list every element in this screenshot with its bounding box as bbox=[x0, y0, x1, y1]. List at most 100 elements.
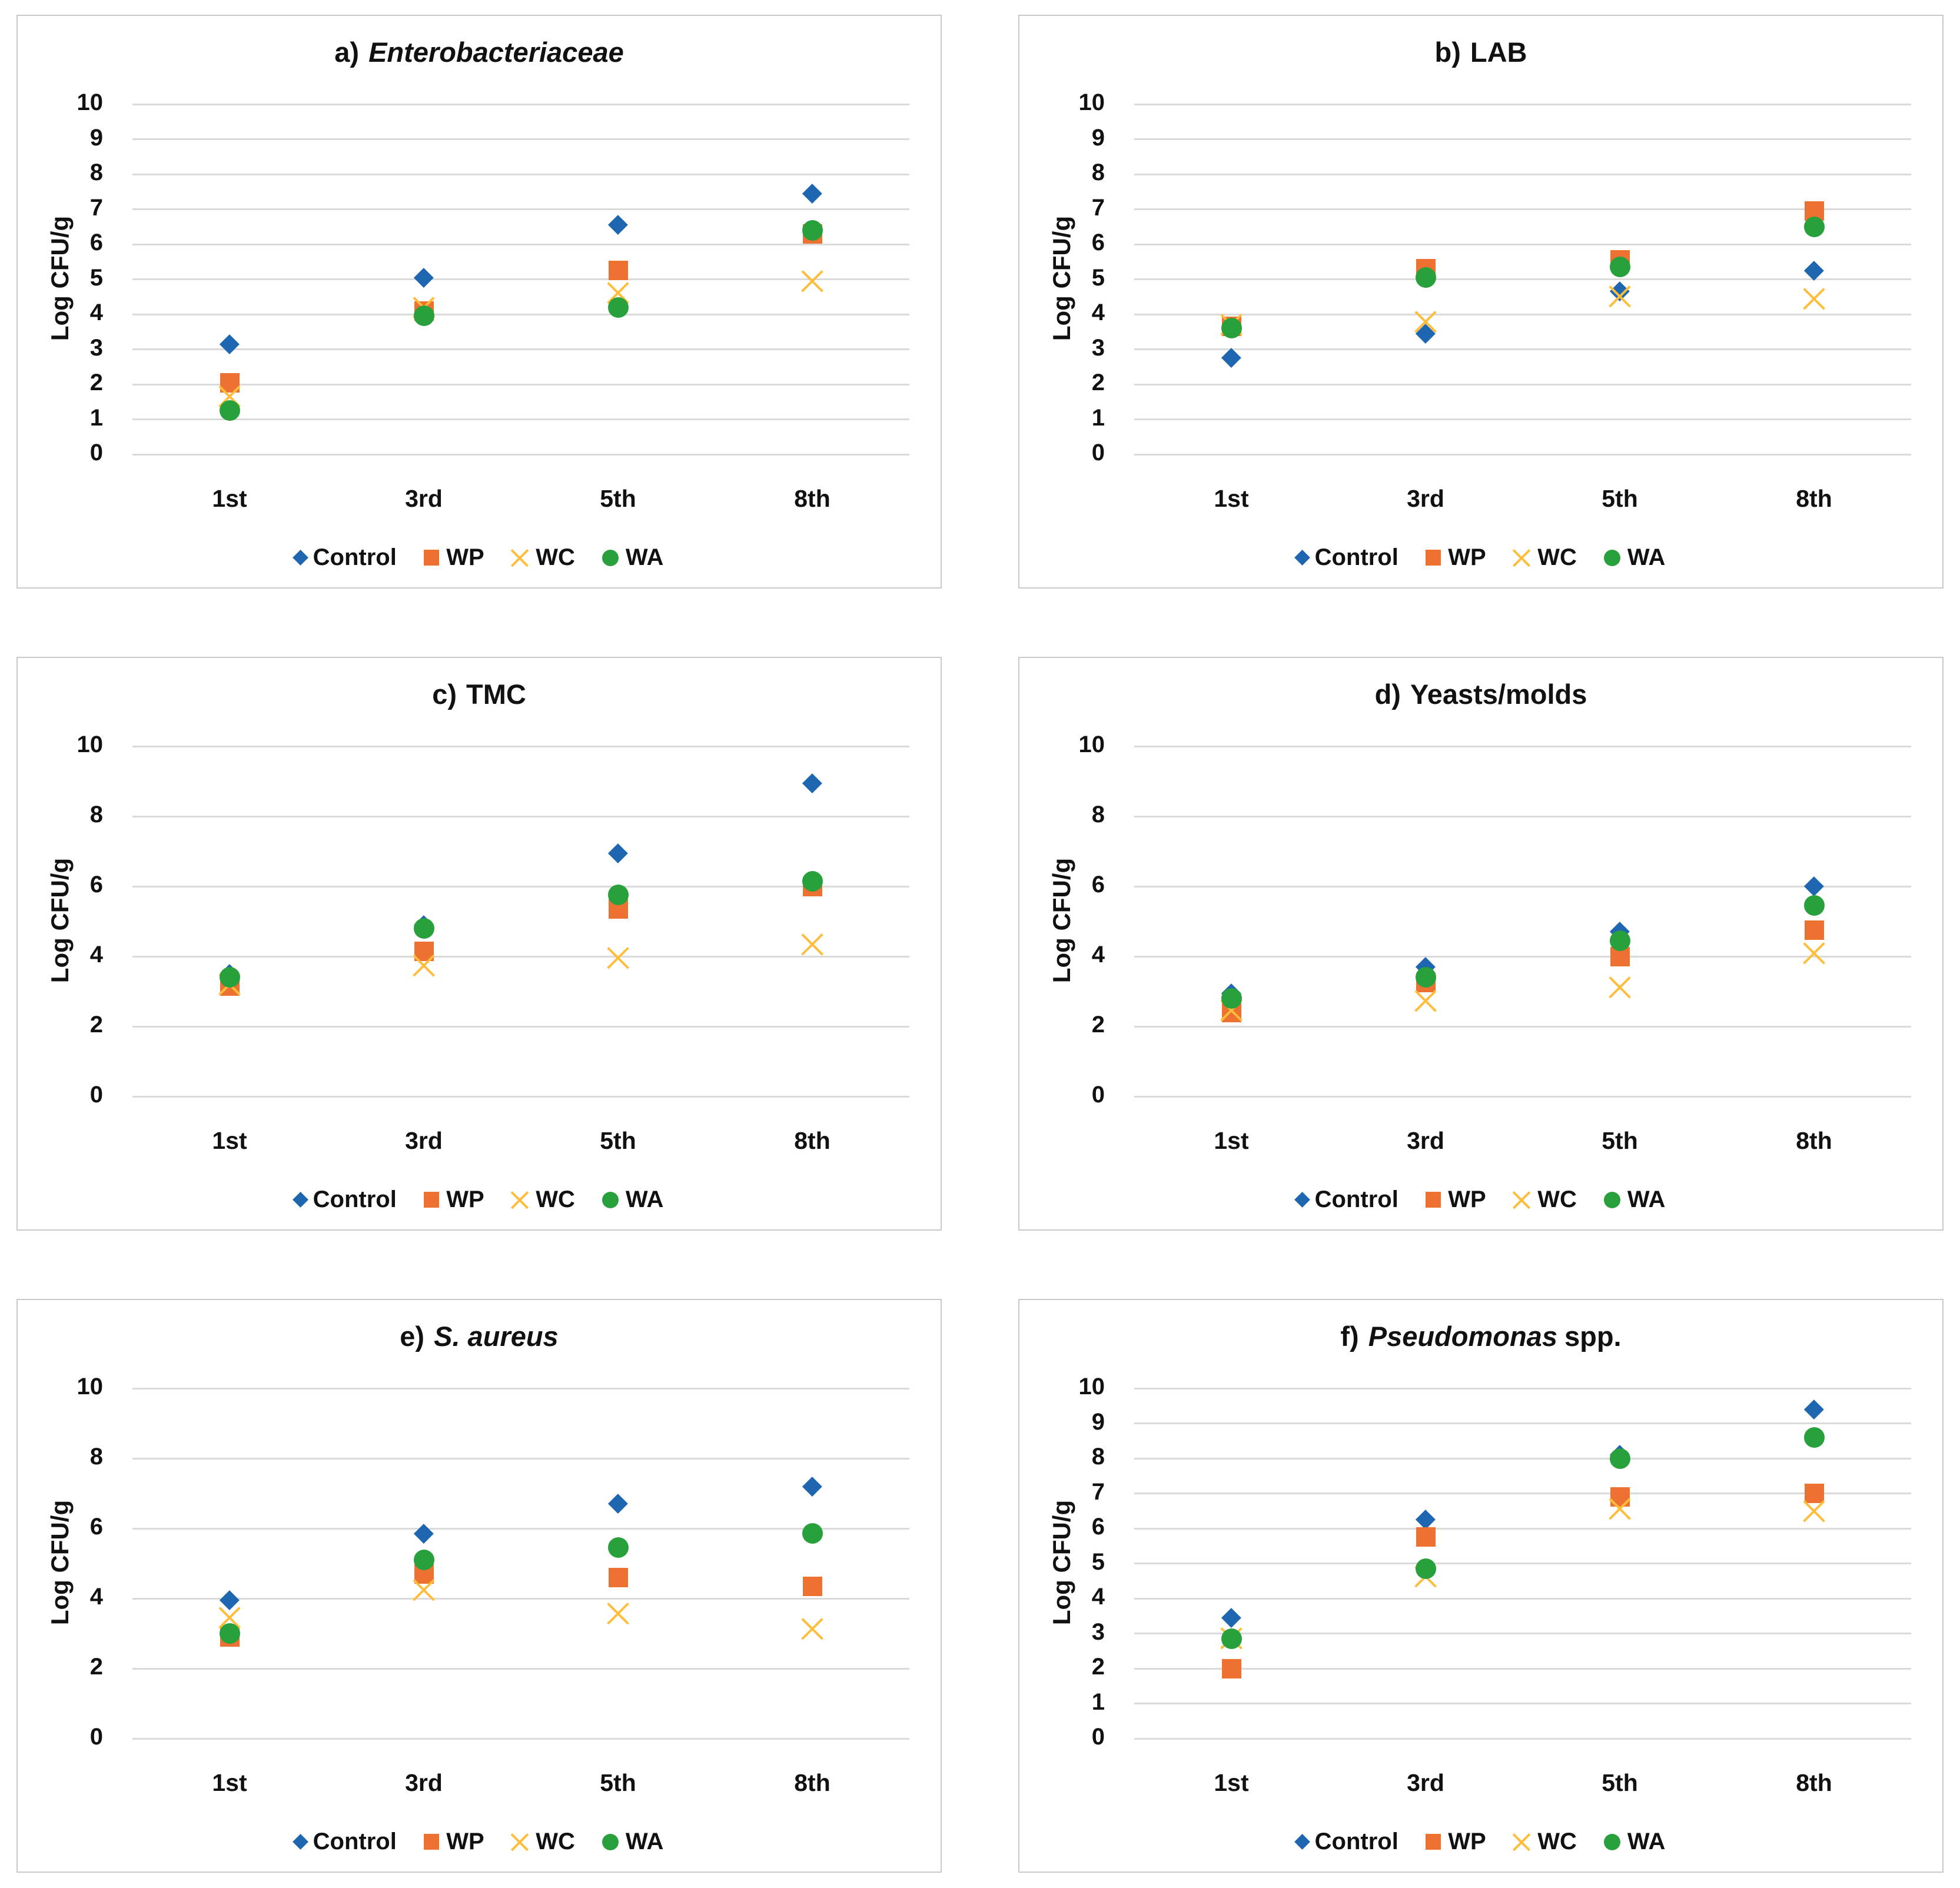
gridline bbox=[132, 885, 909, 888]
gridline bbox=[1134, 243, 1911, 245]
legend-label: WP bbox=[446, 544, 484, 570]
data-point-control-5th bbox=[608, 843, 628, 863]
gridline bbox=[132, 1737, 909, 1740]
panel-title-text: Enterobacteriaceae bbox=[368, 36, 624, 68]
y-tick-label: 0 bbox=[89, 1082, 103, 1108]
y-axis-title: Log CFU/g bbox=[46, 215, 74, 341]
panel-e-s-aureus: e) S. aureus 0 2 4 6 8 10 Log CFU/g 1st 3rd 5th 8th… bbox=[16, 1299, 942, 1873]
legend-marker-square-icon bbox=[1425, 550, 1441, 566]
y-tick-label: 1 bbox=[89, 404, 103, 431]
legend-marker-x-icon bbox=[511, 549, 529, 567]
gridline bbox=[1134, 885, 1911, 888]
gridline bbox=[1134, 1667, 1911, 1670]
gridline bbox=[132, 453, 909, 456]
panel-title: e) S. aureus bbox=[18, 1320, 941, 1352]
gridline bbox=[132, 1387, 909, 1390]
data-point-control-8th bbox=[802, 1476, 822, 1497]
legend-marker-diamond-icon bbox=[1294, 1834, 1310, 1850]
y-tick-label: 0 bbox=[1091, 1724, 1105, 1750]
legend-item-control: Control bbox=[1294, 1829, 1398, 1855]
panel-letter: f) bbox=[1340, 1321, 1359, 1352]
legend-label: Control bbox=[313, 1829, 397, 1854]
x-tick-label: 5th bbox=[600, 1769, 636, 1796]
y-tick-label: 7 bbox=[1091, 1478, 1105, 1505]
legend-label: WA bbox=[625, 1829, 664, 1854]
legend-label: WC bbox=[1537, 544, 1577, 570]
legend-item-wc: WC bbox=[1513, 1829, 1577, 1855]
data-point-wa-3rd bbox=[1415, 1558, 1436, 1579]
gridline bbox=[132, 1095, 909, 1098]
y-tick-label: 8 bbox=[89, 159, 103, 185]
gridline bbox=[132, 418, 909, 420]
gridline bbox=[1134, 1095, 1911, 1098]
y-tick-label: 1 bbox=[1091, 404, 1105, 431]
gridline bbox=[132, 173, 909, 175]
gridline bbox=[132, 138, 909, 140]
y-tick-label: 5 bbox=[89, 264, 103, 291]
y-tick-label: 8 bbox=[1091, 159, 1105, 185]
panel-title-text: Yeasts/molds bbox=[1410, 679, 1587, 710]
y-tick-label: 10 bbox=[77, 732, 104, 757]
data-point-wc-5th bbox=[607, 1603, 629, 1626]
data-point-control-5th bbox=[608, 215, 628, 235]
data-point-wp-3rd bbox=[1416, 1527, 1436, 1547]
y-tick-label: 8 bbox=[1091, 1444, 1105, 1470]
data-point-wp-8th bbox=[1804, 1484, 1824, 1503]
panel-letter: a) bbox=[334, 36, 360, 68]
data-point-wa-3rd bbox=[1415, 267, 1436, 288]
gridline bbox=[132, 103, 909, 105]
data-point-wa-8th bbox=[1803, 895, 1825, 916]
legend-label: WP bbox=[1448, 1186, 1486, 1212]
y-tick-label: 8 bbox=[89, 802, 103, 827]
x-tick-label: 3rd bbox=[405, 1769, 443, 1796]
data-point-wa-3rd bbox=[1415, 967, 1436, 988]
x-tick-label: 5th bbox=[600, 1127, 636, 1154]
data-point-control-1st bbox=[1221, 1607, 1241, 1628]
gridline bbox=[1134, 313, 1911, 315]
y-axis-title: Log CFU/g bbox=[1048, 1500, 1075, 1625]
y-tick-label: 5 bbox=[1091, 264, 1105, 291]
data-point-wp-8th bbox=[1804, 920, 1824, 940]
y-axis-title: Log CFU/g bbox=[46, 1500, 74, 1625]
legend-marker-x-icon bbox=[1513, 549, 1531, 567]
legend-item-wc: WC bbox=[1513, 544, 1577, 571]
x-tick-label: 3rd bbox=[1407, 1127, 1444, 1154]
y-tick-label: 10 bbox=[77, 89, 104, 115]
y-tick-label: 2 bbox=[1091, 370, 1105, 395]
data-point-wp-8th bbox=[802, 1576, 822, 1596]
legend-item-wc: WC bbox=[511, 544, 575, 571]
legend-marker-diamond-icon bbox=[1294, 550, 1310, 566]
legend-label: WP bbox=[446, 1829, 484, 1854]
legend-label: WA bbox=[1627, 544, 1666, 570]
gridline bbox=[1134, 383, 1911, 385]
panel-f-pseudomonas: f) Pseudomonas spp. 0 1 2 3 4 5 6 7 8 9 10 Log CFU/g 1… bbox=[1018, 1299, 1944, 1873]
x-tick-label: 8th bbox=[794, 1127, 830, 1154]
legend-item-wa: WA bbox=[602, 544, 663, 571]
x-tick-label: 8th bbox=[1796, 1769, 1832, 1796]
y-tick-label: 9 bbox=[89, 124, 103, 151]
y-axis-title: Log CFU/g bbox=[1048, 215, 1075, 341]
panel-letter: c) bbox=[432, 679, 457, 710]
gridline bbox=[1134, 1025, 1911, 1028]
gridline bbox=[1134, 208, 1911, 210]
x-tick-label: 8th bbox=[794, 485, 830, 512]
chart-area: 0 2 4 6 8 10 Log CFU/g 1st 3rd 5th 8th bbox=[18, 1300, 941, 1872]
y-tick-label: 9 bbox=[1091, 124, 1105, 151]
legend-marker-x-icon bbox=[511, 1833, 529, 1851]
data-point-wa-1st bbox=[1221, 318, 1242, 339]
y-tick-label: 6 bbox=[1091, 872, 1105, 898]
gridline bbox=[1134, 1493, 1911, 1494]
legend-marker-diamond-icon bbox=[292, 1834, 308, 1850]
panel-letter: d) bbox=[1374, 679, 1401, 710]
legend-item-wa: WA bbox=[1603, 1829, 1665, 1855]
legend-label: WA bbox=[625, 1186, 664, 1212]
legend-label: Control bbox=[1314, 544, 1398, 570]
y-tick-label: 2 bbox=[89, 1654, 103, 1680]
y-tick-label: 2 bbox=[89, 370, 103, 395]
panel-letter: e) bbox=[400, 1321, 425, 1352]
data-point-wa-8th bbox=[1803, 216, 1825, 237]
legend-item-wc: WC bbox=[1513, 1186, 1577, 1213]
legend: Control WP WC WA bbox=[18, 1186, 941, 1213]
y-tick-label: 4 bbox=[89, 300, 103, 325]
